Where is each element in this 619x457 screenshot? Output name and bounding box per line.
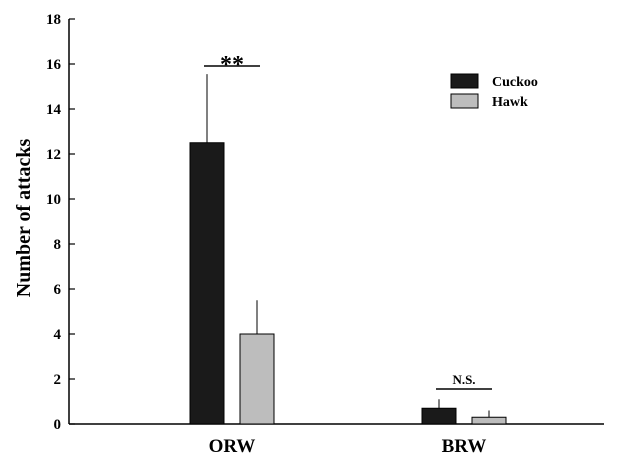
- y-tick-label: 10: [46, 192, 61, 208]
- y-tick-label: 16: [46, 57, 62, 73]
- category-label-brw: BRW: [442, 436, 487, 457]
- y-tick-label: 14: [46, 102, 62, 118]
- significance-label: **: [220, 52, 244, 78]
- significance-label: N.S.: [452, 372, 475, 387]
- bar-hawk-brw: [471, 416, 507, 425]
- y-tick-label: 12: [46, 147, 61, 163]
- y-tick-label: 18: [46, 12, 61, 28]
- bar-cuckoo-orw: [189, 142, 225, 425]
- category-labels: ORW BRW: [209, 436, 487, 457]
- y-tick-label: 6: [54, 282, 62, 298]
- legend-swatch-hawk: [450, 93, 479, 109]
- axes: [68, 19, 604, 425]
- y-axis-ticks: 0 2 4 6 8 10 12 14 16 18: [46, 12, 75, 433]
- y-tick-label: 2: [54, 372, 62, 388]
- bar-cuckoo-brw: [421, 407, 457, 425]
- legend-label-cuckoo: Cuckoo: [492, 75, 538, 90]
- y-axis-label: Number of attacks: [13, 139, 35, 298]
- y-tick-label: 0: [54, 417, 62, 433]
- legend-swatch-cuckoo: [450, 73, 479, 89]
- y-tick-label: 4: [54, 327, 62, 343]
- y-tick-label: 8: [54, 237, 62, 253]
- legend: Cuckoo Hawk: [450, 73, 538, 110]
- bars: [189, 74, 507, 425]
- legend-label-hawk: Hawk: [492, 95, 528, 110]
- significance-markers: ** N.S.: [204, 52, 492, 390]
- category-label-orw: ORW: [209, 436, 256, 457]
- bar-hawk-orw: [239, 333, 275, 425]
